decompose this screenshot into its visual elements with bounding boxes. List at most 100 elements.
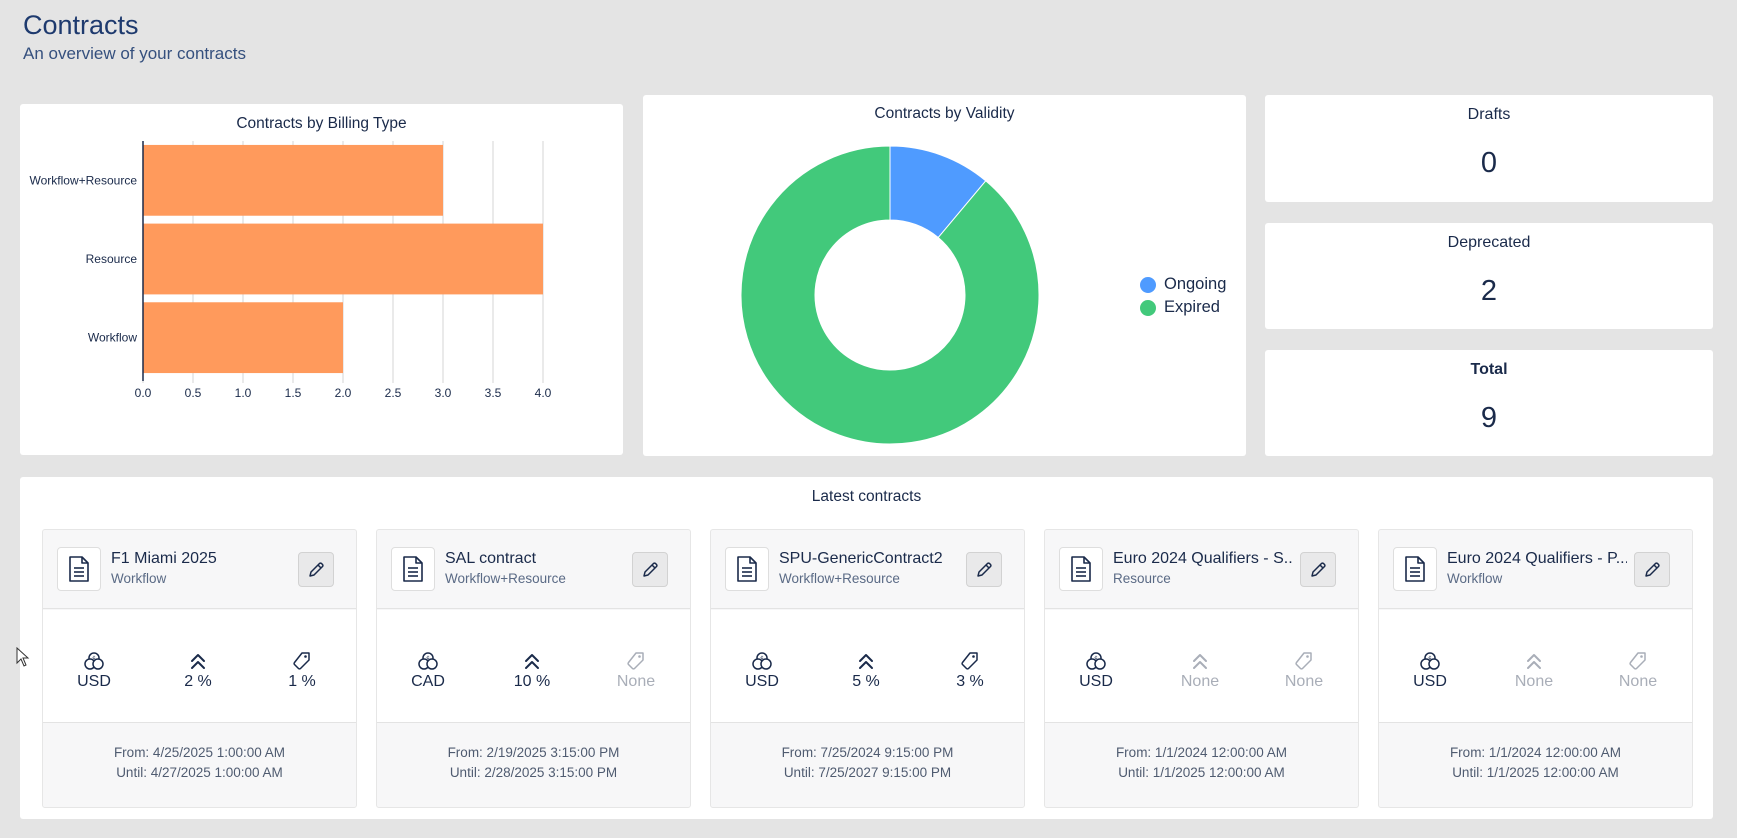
increase-metric: None: [1155, 650, 1245, 691]
total-label: Total: [1470, 361, 1508, 378]
contract-card[interactable]: Euro 2024 Qualifiers - S... Resource $ U…: [1044, 529, 1359, 808]
y-category-label: Workflow: [88, 331, 137, 345]
discount-value: 3 %: [956, 673, 984, 690]
contract-metrics: $ USD None None: [1045, 610, 1358, 723]
valid-until: Until: 2/28/2025 3:15:00 PM: [449, 765, 618, 780]
legend-item-ongoing[interactable]: Ongoing: [1140, 273, 1226, 296]
contract-validity: From: 1/1/2024 12:00:00 AM Until: 1/1/20…: [1379, 726, 1692, 783]
legend-dot-expired: [1140, 299, 1156, 316]
increase-metric: None: [1489, 650, 1579, 691]
coins-icon: $: [418, 652, 438, 670]
edit-contract-button[interactable]: [1634, 552, 1670, 587]
increase-metric: 2 %: [153, 650, 243, 691]
coins-icon: $: [752, 652, 772, 670]
tag-icon: [1295, 652, 1312, 670]
edit-contract-button[interactable]: [1300, 552, 1336, 587]
discount-value: None: [1284, 673, 1324, 690]
document-icon: [391, 547, 435, 591]
page-title: Contracts: [23, 10, 139, 40]
legend-label-expired: Expired: [1164, 298, 1220, 316]
double-chevron-up-icon: [1527, 654, 1541, 669]
page-subtitle: An overview of your contracts: [23, 44, 246, 63]
contract-header: SAL contract Workflow+Resource: [377, 530, 690, 609]
x-tick-label: 2.0: [335, 386, 352, 400]
pencil-icon: [1311, 561, 1326, 577]
x-tick-label: 1.5: [285, 386, 302, 400]
svg-text:$: $: [1094, 656, 1098, 663]
svg-text:$: $: [760, 656, 764, 663]
document-icon: [1393, 547, 1437, 591]
donut-slice-expired[interactable]: [740, 145, 1040, 445]
pencil-icon: [309, 561, 324, 577]
increase-value: 5 %: [852, 673, 880, 690]
bar[interactable]: [143, 223, 543, 295]
legend-label-ongoing: Ongoing: [1164, 275, 1227, 293]
discount-metric: None: [1593, 650, 1683, 691]
drafts-value: 0: [1480, 147, 1498, 179]
double-chevron-up-icon: [859, 654, 873, 669]
coins-icon: $: [1086, 652, 1106, 670]
tag-icon: [1629, 652, 1646, 670]
x-tick-label: 4.0: [535, 386, 552, 400]
x-tick-label: 3.5: [485, 386, 502, 400]
x-tick-label: 2.5: [385, 386, 402, 400]
contract-name: F1 Miami 2025: [111, 550, 217, 567]
increase-value: None: [1180, 673, 1220, 690]
billing-type-chart-card: Contracts by Billing Type 0.0 0.5 1.0 1.5 2.…: [20, 104, 623, 455]
coins-icon: $: [1420, 652, 1440, 670]
valid-until: Until: 4/27/2025 1:00:00 AM: [116, 765, 283, 780]
valid-from: From: 2/19/2025 3:15:00 PM: [447, 745, 620, 760]
drafts-label: Drafts: [1467, 106, 1511, 123]
bar[interactable]: [143, 302, 343, 374]
edit-contract-button[interactable]: [966, 552, 1002, 587]
validity-donut-chart: [740, 145, 1040, 445]
valid-until: Until: 1/1/2025 12:00:00 AM: [1452, 765, 1619, 780]
currency-metric: $ USD: [49, 650, 139, 691]
currency-value: CAD: [411, 673, 445, 690]
currency-value: USD: [77, 673, 111, 690]
validity-chart-card: Contracts by Validity Ongoing Expired: [643, 95, 1246, 456]
x-tick-label: 3.0: [435, 386, 452, 400]
x-tick-label: 0.5: [185, 386, 202, 400]
increase-value: 10 %: [513, 673, 551, 690]
svg-text:$: $: [426, 656, 430, 663]
contract-validity: From: 1/1/2024 12:00:00 AM Until: 1/1/20…: [1045, 726, 1358, 783]
contract-card[interactable]: SAL contract Workflow+Resource $ CAD 10 …: [376, 529, 691, 808]
contract-card[interactable]: Euro 2024 Qualifiers - P... Workflow $ U…: [1378, 529, 1693, 808]
discount-value: None: [1618, 673, 1658, 690]
increase-value: 2 %: [184, 673, 212, 690]
discount-value: None: [616, 673, 656, 690]
x-tick-label: 1.0: [235, 386, 252, 400]
contract-name: Euro 2024 Qualifiers - P...: [1447, 550, 1627, 567]
billing-chart-title: Contracts by Billing Type: [236, 115, 407, 132]
increase-value: None: [1514, 673, 1554, 690]
double-chevron-up-icon: [191, 654, 205, 669]
y-category-label: Resource: [86, 252, 138, 266]
discount-metric: None: [591, 650, 681, 691]
contract-header: Euro 2024 Qualifiers - S... Resource: [1045, 530, 1358, 609]
valid-until: Until: 7/25/2027 9:15:00 PM: [783, 765, 952, 780]
edit-contract-button[interactable]: [298, 552, 334, 587]
contract-name: SAL contract: [445, 550, 537, 567]
currency-value: USD: [745, 673, 779, 690]
contract-name: SPU-GenericContract2: [779, 550, 943, 567]
contract-metrics: $ USD 5 % 3 %: [711, 610, 1024, 723]
contract-name: Euro 2024 Qualifiers - S...: [1113, 550, 1293, 567]
x-tick-label: 0.0: [135, 386, 152, 400]
discount-metric: None: [1259, 650, 1349, 691]
validity-chart-title: Contracts by Validity: [874, 105, 1015, 122]
document-icon: [725, 547, 769, 591]
currency-value: USD: [1413, 673, 1447, 690]
y-category-label: Workflow+Resource: [30, 173, 138, 187]
valid-from: From: 7/25/2024 9:15:00 PM: [781, 745, 954, 760]
currency-metric: $ CAD: [383, 650, 473, 691]
contract-card[interactable]: SPU-GenericContract2 Workflow+Resource $…: [710, 529, 1025, 808]
contract-metrics: $ USD None None: [1379, 610, 1692, 723]
contract-card[interactable]: F1 Miami 2025 Workflow $ USD 2 % 1 % Fro…: [42, 529, 357, 808]
total-value: 9: [1480, 402, 1498, 434]
bar[interactable]: [143, 144, 443, 216]
document-icon: [1059, 547, 1103, 591]
edit-contract-button[interactable]: [632, 552, 668, 587]
tag-icon: [293, 652, 310, 670]
legend-item-expired[interactable]: Expired: [1140, 296, 1226, 319]
